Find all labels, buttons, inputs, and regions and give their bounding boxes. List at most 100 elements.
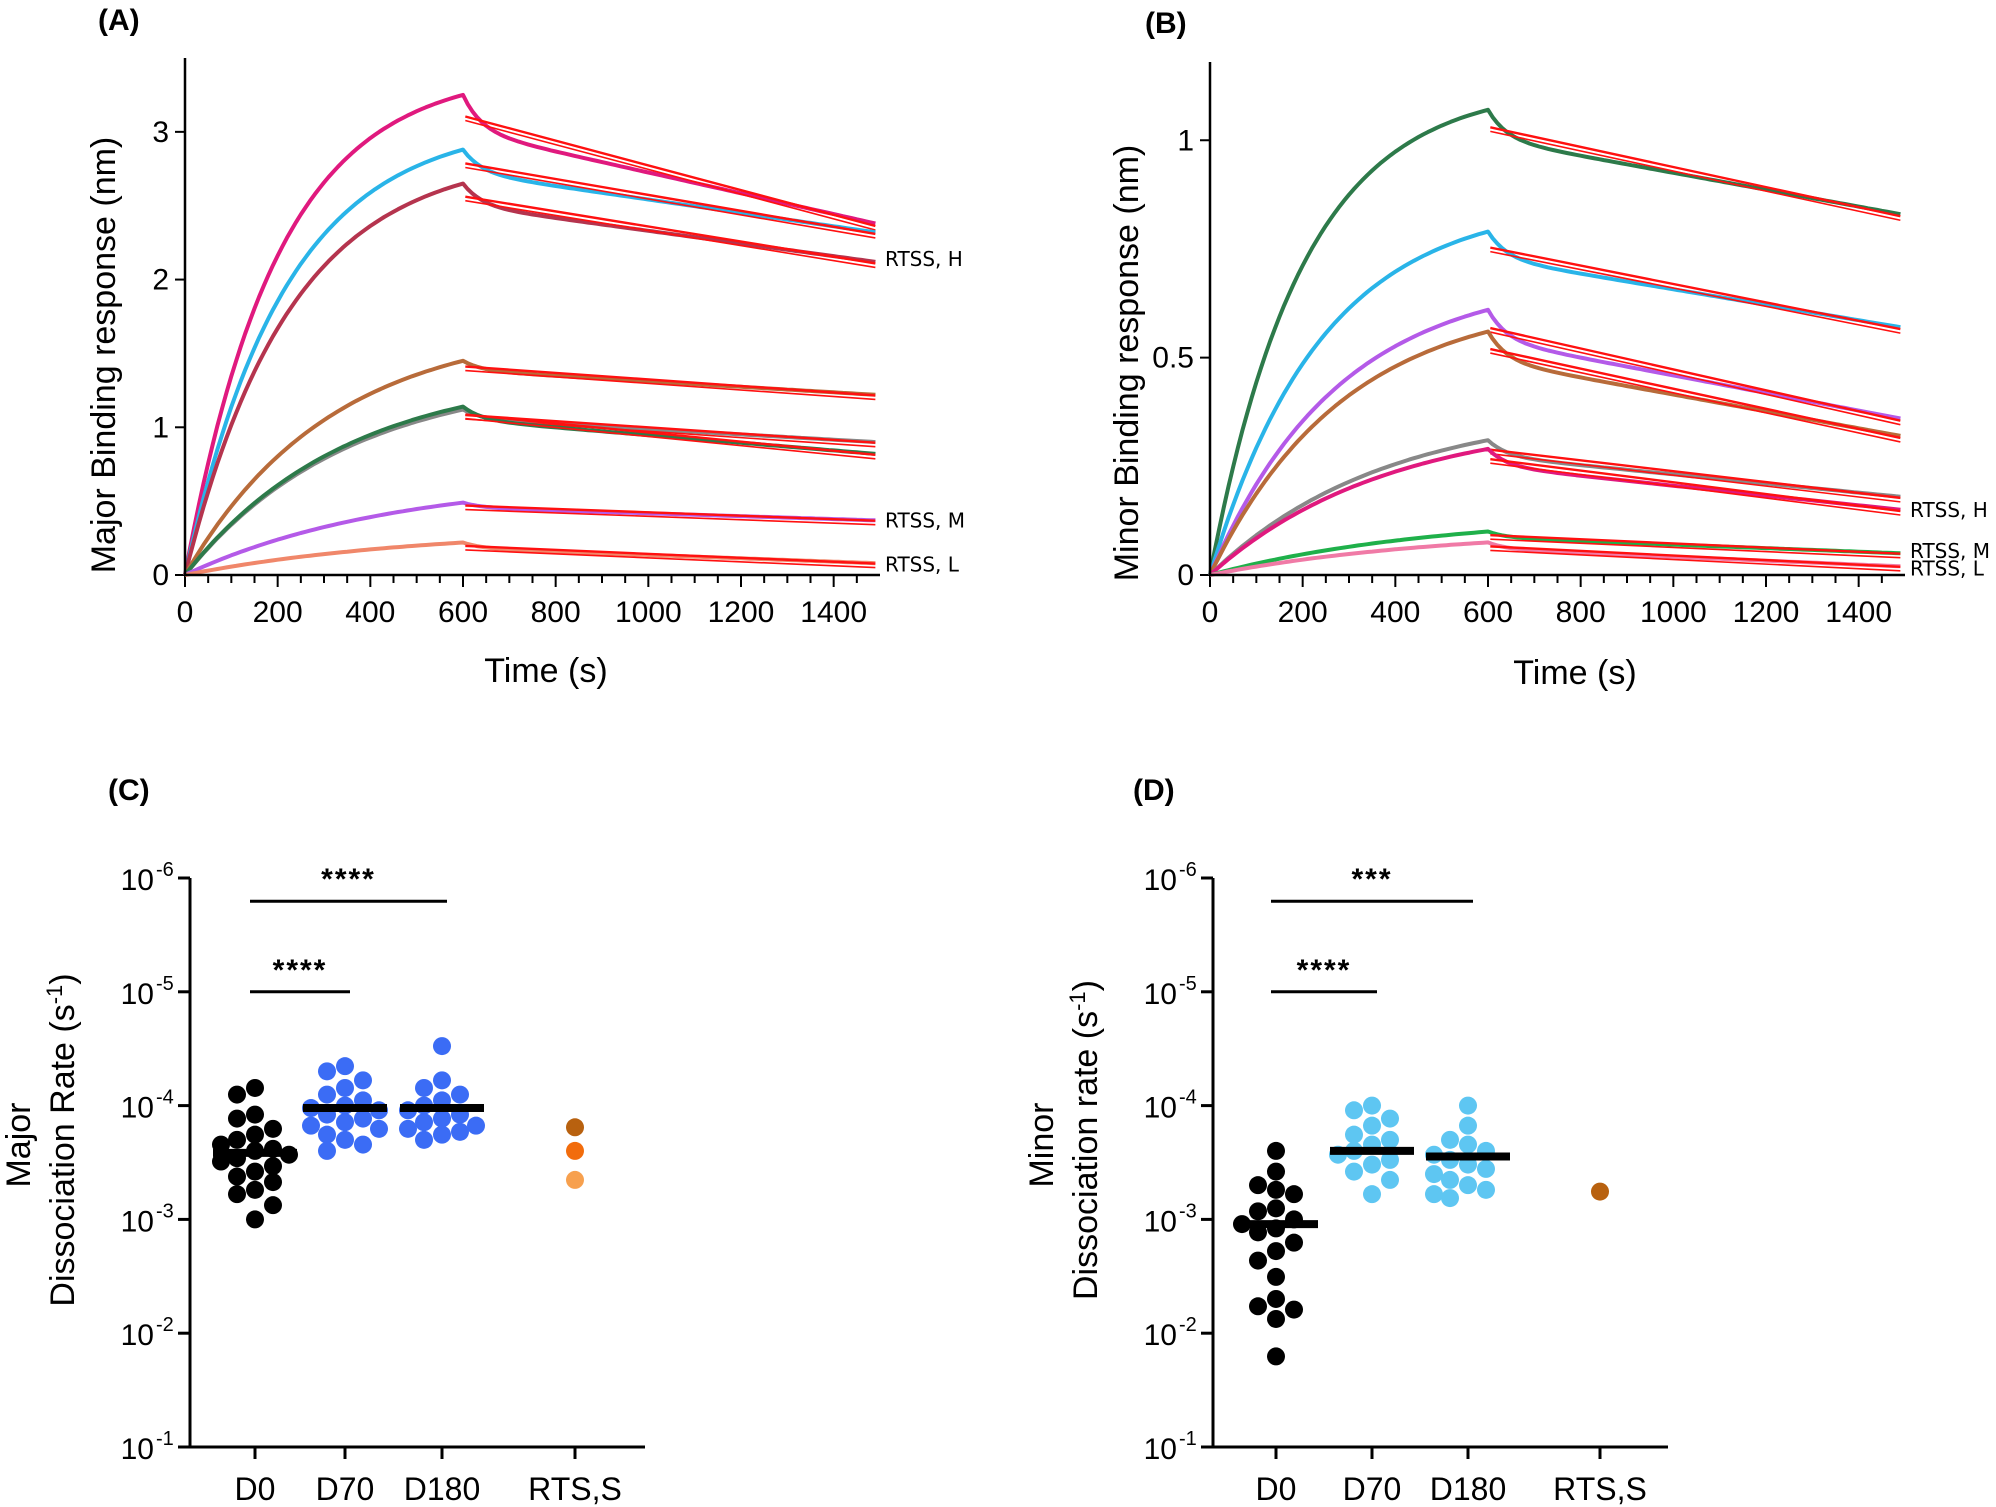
data-point [1425, 1165, 1443, 1184]
data-point [1267, 1180, 1285, 1199]
panel-a-curve-label: RTSS, M [885, 508, 965, 532]
x-tick-label: 400 [345, 596, 395, 629]
y-tick-label: 10 [1144, 978, 1177, 1011]
data-point [566, 1118, 584, 1137]
y-tick-exponent: -6 [156, 859, 174, 881]
fit-line-grey [1490, 448, 1901, 500]
x-tick-label: 1400 [800, 596, 867, 629]
panel-a-y-title: Major Binding response (nm) [85, 137, 123, 574]
x-tick-label: 800 [531, 596, 581, 629]
panel-d-significance: ******* [1271, 863, 1473, 994]
panel-c-y-ticks: 10-610-510-410-310-210-1 [121, 859, 190, 1466]
x-tick-label: 600 [438, 596, 488, 629]
data-point [1425, 1185, 1443, 1204]
data-point [1441, 1130, 1459, 1149]
fit-line-grey [1490, 452, 1901, 503]
data-point [336, 1130, 354, 1149]
fit-line-pink [1490, 462, 1901, 516]
data-point [1285, 1185, 1303, 1204]
panel-b-y-title: Minor Binding response (nm) [1108, 145, 1146, 582]
y-tick-exponent: -1 [1179, 1428, 1197, 1450]
panel-a-curve-label: RTSS, H [885, 247, 963, 271]
panel-d-points [1233, 1096, 1609, 1366]
y-tick-exponent: -1 [156, 1428, 174, 1450]
panel-a-y-ticks: 0 1 2 3 [152, 116, 185, 592]
x-tick-label: 0 [177, 596, 194, 629]
y-tick-exponent: -5 [1179, 973, 1197, 995]
category-label: RTS,S [528, 1471, 622, 1507]
panel-c-x-ticks: D0 D70 D180 RTS,S [235, 1447, 622, 1507]
data-point [1459, 1135, 1477, 1154]
data-point [246, 1078, 264, 1097]
y-tick-label: 10 [121, 978, 154, 1011]
data-point [318, 1141, 336, 1160]
fit-line-pink [465, 115, 876, 228]
data-point [302, 1116, 320, 1135]
y-tick-exponent: -2 [1179, 1314, 1197, 1336]
data-point [228, 1185, 246, 1204]
fit-line-blue [1490, 250, 1901, 334]
y-tick-label: 10 [121, 1319, 154, 1352]
data-point [1267, 1242, 1285, 1261]
data-point [228, 1130, 246, 1149]
data-point [433, 1037, 451, 1056]
panel-d-label: (D) [1133, 774, 1175, 807]
fit-line-lightpink [1490, 545, 1901, 568]
fit-line-green [1490, 126, 1901, 218]
fit-line-brown [465, 369, 876, 401]
significance-stars: **** [1297, 954, 1352, 987]
data-point [1441, 1170, 1459, 1189]
data-point [1285, 1300, 1303, 1319]
panel-c-y-title-line1: Major [0, 1102, 38, 1187]
data-point [1267, 1199, 1285, 1218]
data-point [354, 1071, 372, 1090]
data-point [1591, 1182, 1609, 1201]
significance-stars: *** [1351, 863, 1392, 896]
fit-line-green [465, 413, 876, 457]
panel-a-curves [183, 92, 876, 577]
data-point [1381, 1150, 1399, 1169]
data-point [433, 1071, 451, 1090]
binding-curve-violet [1208, 307, 1901, 576]
panel-a-x-ticks: 0 200 400 600 800 1000 1200 1400 [177, 575, 867, 629]
data-point [1477, 1159, 1495, 1178]
data-point [1249, 1176, 1267, 1195]
y-tick-label: 10 [1144, 1205, 1177, 1238]
binding-curve-green [1208, 107, 1901, 576]
data-point [451, 1122, 469, 1141]
panel-b-curve-label: RTSS, H [1910, 498, 1988, 522]
data-point [1441, 1189, 1459, 1208]
fit-line-maroon [465, 199, 876, 269]
y-tick-exponent: -3 [156, 1200, 174, 1222]
data-point [354, 1135, 372, 1154]
y-tick-label: 0 [1177, 559, 1194, 592]
data-point [1267, 1162, 1285, 1181]
fit-line-pink [1490, 457, 1901, 513]
x-tick-label: 1200 [1733, 596, 1800, 629]
data-point [370, 1119, 388, 1138]
x-tick-label: 600 [1463, 596, 1513, 629]
category-label: D180 [404, 1471, 481, 1507]
x-tick-label: 200 [1278, 596, 1328, 629]
fit-line-pink [465, 119, 876, 231]
data-point [451, 1085, 469, 1104]
category-label: D0 [1256, 1471, 1297, 1507]
y-tick-label: 1 [1177, 124, 1194, 157]
panel-c-y-title-line2: Dissociation Rate (s-1) [42, 973, 82, 1306]
x-tick-label: 1200 [708, 596, 775, 629]
panel-a-x-title: Time (s) [484, 652, 607, 690]
panel-b-curve-labels: RTSS, H RTSS, M RTSS, L [1910, 498, 1990, 581]
data-point [336, 1078, 354, 1097]
fit-line-grey [465, 413, 876, 444]
data-point [228, 1085, 246, 1104]
fit-line-violet [1490, 326, 1901, 422]
fit-line-brown [1490, 352, 1901, 443]
binding-curve-maroon [183, 181, 876, 576]
data-point [1363, 1116, 1381, 1135]
y-tick-exponent: -3 [1179, 1200, 1197, 1222]
data-point [1345, 1125, 1363, 1144]
fit-line-violet [465, 508, 876, 526]
data-point [264, 1173, 282, 1192]
data-point [415, 1130, 433, 1149]
fit-line-brightgreen [1490, 533, 1901, 555]
